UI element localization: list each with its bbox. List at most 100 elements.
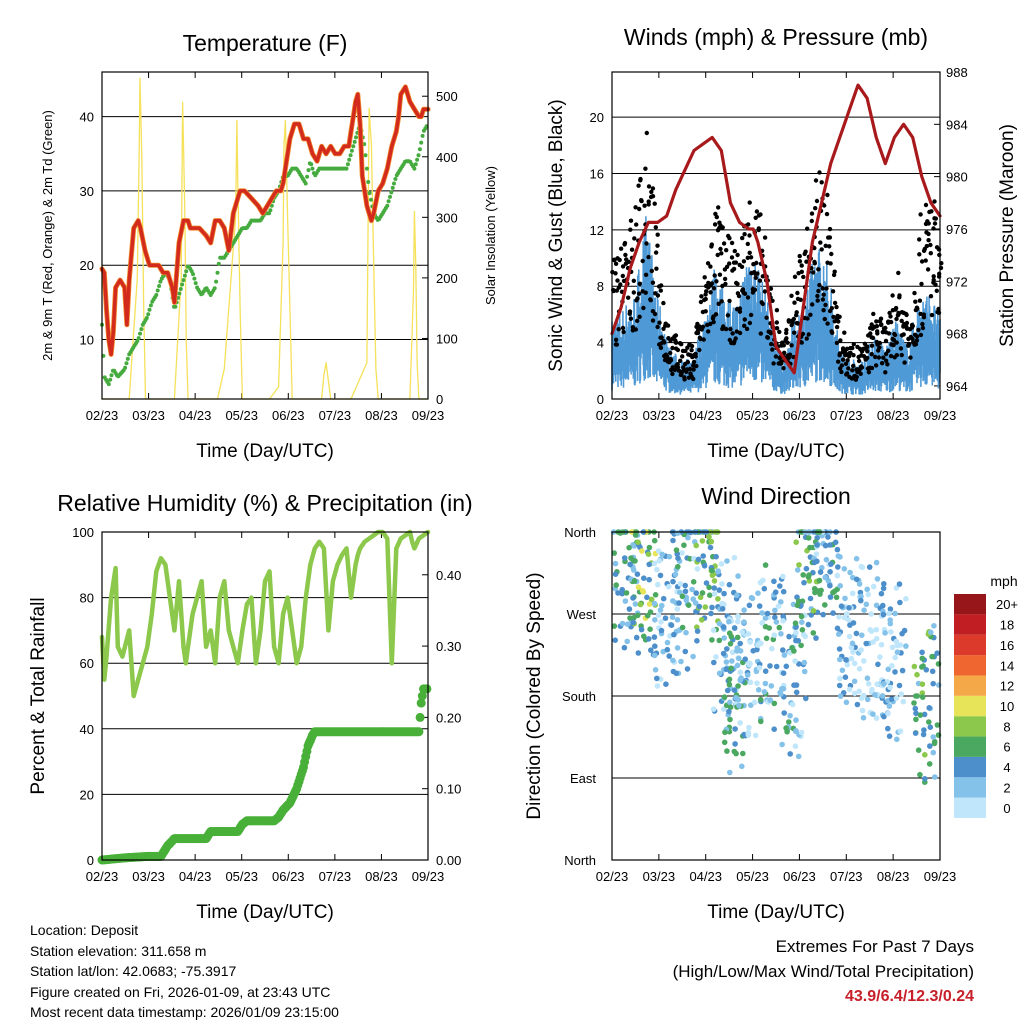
direction-point xyxy=(679,593,686,600)
direction-point xyxy=(786,633,792,640)
direction-point xyxy=(756,603,763,609)
direction-point xyxy=(723,666,730,672)
x-tick-label: 08/23 xyxy=(877,869,910,884)
y-tick-label: 0 xyxy=(597,392,604,407)
location-text: Location: Deposit xyxy=(30,922,139,938)
gust-point xyxy=(757,278,763,283)
gust-point xyxy=(846,366,851,371)
gust-point xyxy=(754,260,759,266)
gust-point xyxy=(811,270,816,275)
gust-point xyxy=(758,212,763,217)
direction-point xyxy=(737,669,744,676)
y-tick-label: 12 xyxy=(590,223,604,238)
gust-point xyxy=(618,282,623,287)
direction-point xyxy=(865,591,872,598)
direction-point xyxy=(844,661,851,668)
direction-point xyxy=(740,750,746,757)
gust-point xyxy=(737,309,743,314)
dewpoint-point xyxy=(173,304,178,309)
direction-point xyxy=(873,635,880,642)
direction-point xyxy=(827,542,833,548)
direction-point xyxy=(921,711,928,718)
direction-point xyxy=(703,580,710,586)
direction-point xyxy=(758,718,764,725)
direction-point xyxy=(889,663,895,669)
gust-point xyxy=(878,316,884,321)
direction-point xyxy=(836,682,843,689)
panel-title: Relative Humidity (%) & Precipitation (i… xyxy=(57,490,472,516)
gust-point xyxy=(744,326,750,332)
direction-point xyxy=(710,627,717,633)
direction-point xyxy=(886,703,893,709)
gust-point xyxy=(824,211,830,217)
gust-point xyxy=(851,353,856,358)
gust-point xyxy=(711,286,717,291)
direction-point xyxy=(780,618,786,624)
gust-point xyxy=(709,281,715,286)
gust-point xyxy=(809,218,814,224)
gust-point xyxy=(844,372,849,377)
direction-point xyxy=(747,639,753,645)
gust-point xyxy=(901,332,906,337)
gust-point xyxy=(728,326,733,332)
gust-point xyxy=(754,209,760,214)
direction-point xyxy=(772,607,778,614)
gust-point xyxy=(799,340,804,345)
y-tick-label: East xyxy=(570,771,596,786)
gust-point xyxy=(721,324,726,329)
direction-point xyxy=(885,666,891,673)
direction-point xyxy=(611,550,617,556)
direction-point xyxy=(762,615,769,621)
y2-tick-label: 964 xyxy=(946,379,968,394)
dewpoint-point xyxy=(306,168,311,173)
direction-point xyxy=(879,693,886,699)
gust-point xyxy=(742,232,747,237)
x-axis-label: Time (Day/UTC) xyxy=(707,902,845,923)
x-tick-label: 05/23 xyxy=(225,869,258,884)
direction-point xyxy=(662,615,669,621)
direction-point xyxy=(619,590,625,597)
dewpoint-point xyxy=(348,153,353,158)
y-tick-label: 40 xyxy=(80,110,94,125)
gust-point xyxy=(819,247,824,252)
direction-point xyxy=(773,663,780,670)
direction-point xyxy=(621,644,628,651)
direction-point xyxy=(631,578,638,584)
direction-point xyxy=(633,634,640,641)
gust-point xyxy=(637,206,642,212)
x-tick-label: 05/23 xyxy=(736,408,769,423)
direction-point xyxy=(868,628,875,634)
dewpoint-point xyxy=(412,166,417,171)
dewpoint-point xyxy=(144,316,149,320)
direction-point xyxy=(640,589,647,595)
direction-point xyxy=(721,635,727,641)
dewpoint-point xyxy=(177,291,182,296)
direction-point xyxy=(868,611,874,617)
dewpoint-point xyxy=(393,177,398,181)
gust-point xyxy=(708,290,713,295)
direction-point xyxy=(757,640,763,646)
gust-point xyxy=(799,269,804,274)
gust-point xyxy=(739,264,745,269)
direction-point xyxy=(645,551,652,557)
direction-point xyxy=(832,539,839,546)
gust-point xyxy=(742,291,748,296)
gust-point xyxy=(898,346,904,351)
gust-point xyxy=(718,246,723,252)
gust-point xyxy=(897,295,902,300)
gust-point xyxy=(894,353,899,358)
direction-point xyxy=(767,697,774,703)
gust-point xyxy=(931,226,936,231)
direction-point xyxy=(835,564,841,570)
dewpoint-point xyxy=(212,286,217,291)
direction-point xyxy=(777,583,783,589)
direction-point xyxy=(741,607,747,613)
direction-point xyxy=(751,699,758,706)
direction-point xyxy=(648,647,654,653)
gust-point xyxy=(888,319,894,325)
direction-point xyxy=(823,556,830,563)
direction-point xyxy=(856,666,863,672)
gust-point xyxy=(623,252,628,258)
direction-point xyxy=(734,592,740,599)
direction-point xyxy=(632,558,638,564)
